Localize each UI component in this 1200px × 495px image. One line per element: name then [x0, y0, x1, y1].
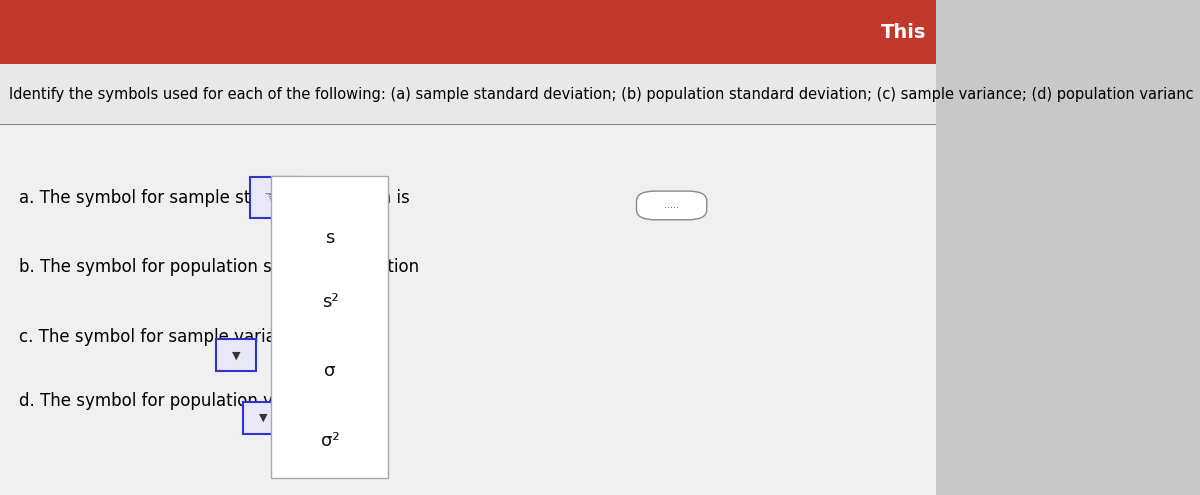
Text: ☜: ☜: [264, 189, 278, 206]
Text: ▼: ▼: [259, 413, 268, 423]
Text: ▼: ▼: [232, 350, 241, 360]
FancyBboxPatch shape: [216, 339, 257, 371]
FancyBboxPatch shape: [0, 0, 936, 64]
Text: b. The symbol for population standard deviation: b. The symbol for population standard de…: [19, 258, 419, 276]
Text: c. The symbol for sample variance is: c. The symbol for sample variance is: [19, 328, 324, 346]
Text: σ²: σ²: [320, 432, 340, 449]
FancyBboxPatch shape: [0, 124, 936, 495]
Text: d. The symbol for population variance is: d. The symbol for population variance is: [19, 392, 353, 410]
FancyBboxPatch shape: [0, 64, 936, 124]
Text: s: s: [325, 229, 335, 247]
FancyBboxPatch shape: [250, 177, 302, 218]
Text: s²: s²: [322, 293, 338, 311]
Text: .....: .....: [664, 200, 679, 210]
Text: σ: σ: [324, 362, 336, 380]
Text: ▼: ▼: [288, 187, 294, 196]
Text: Identify the symbols used for each of the following: (a) sample standard deviati: Identify the symbols used for each of th…: [10, 87, 1194, 101]
FancyBboxPatch shape: [636, 191, 707, 220]
Text: This: This: [881, 23, 926, 42]
FancyBboxPatch shape: [244, 402, 283, 434]
FancyBboxPatch shape: [271, 176, 389, 478]
Text: a. The symbol for sample standard deviation is: a. The symbol for sample standard deviat…: [19, 189, 409, 207]
